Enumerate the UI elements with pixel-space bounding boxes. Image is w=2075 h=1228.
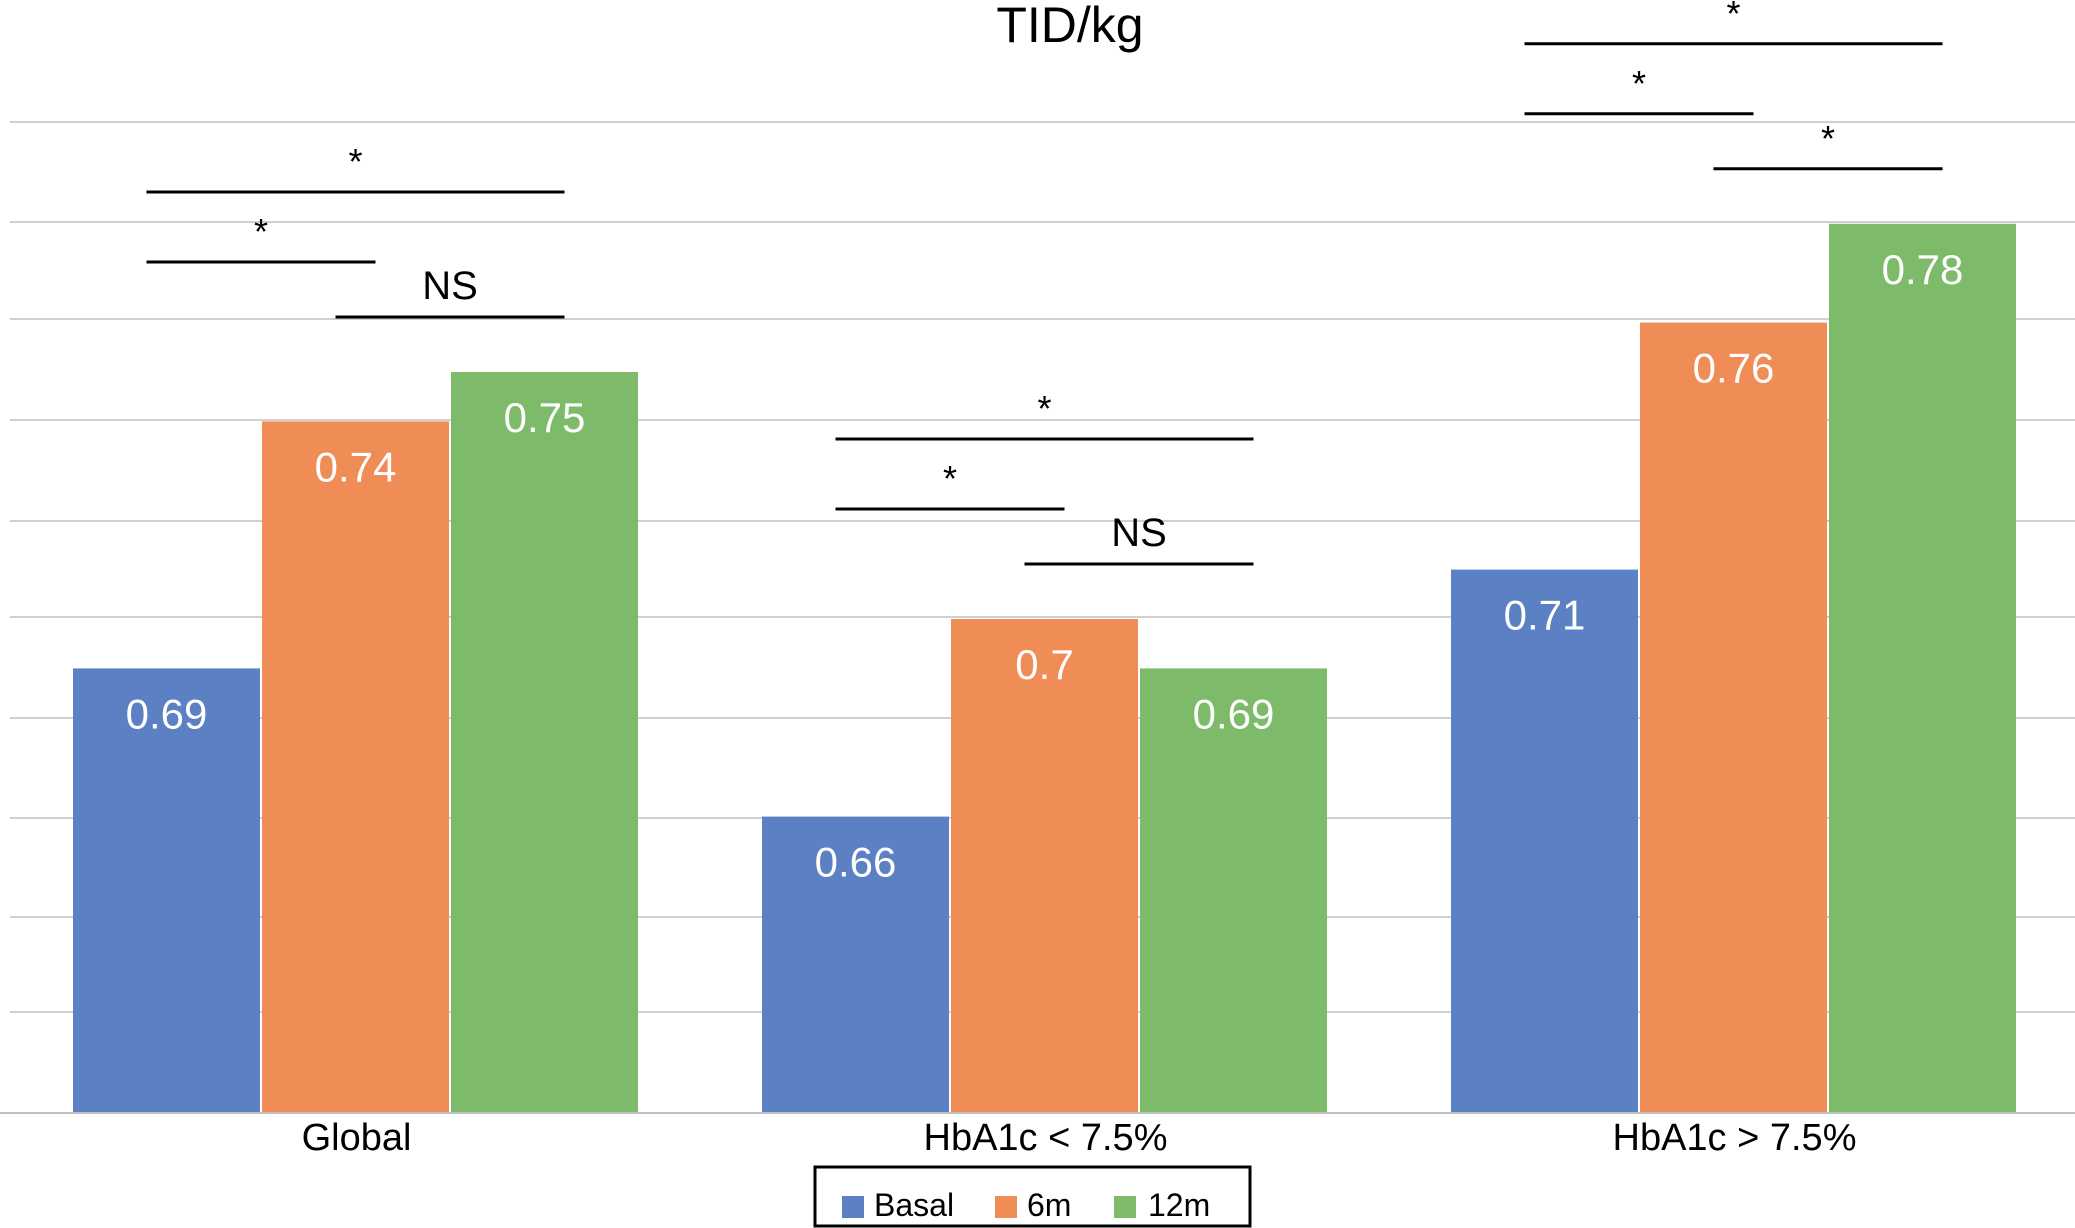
bar-12m-0 [451, 372, 638, 1113]
significance-label: NS [1111, 511, 1167, 555]
data-label-6m-0: 0.74 [315, 443, 397, 490]
data-label-12m-2: 0.78 [1882, 246, 1964, 293]
legend-swatch-12m [1114, 1196, 1136, 1218]
data-label-6m-1: 0.7 [1015, 641, 1073, 688]
legend-label-6m: 6m [1027, 1187, 1071, 1223]
data-label-6m-2: 0.76 [1693, 345, 1775, 392]
bar-12m-1 [1140, 668, 1327, 1113]
significance-annotations: * * NS * * NS * * * [146, 0, 1943, 566]
bar-6m-0 [262, 421, 449, 1113]
bar-12m-2 [1829, 223, 2016, 1114]
significance-label: * [348, 141, 362, 182]
bar-basal-2 [1451, 569, 1638, 1113]
significance-label: * [1632, 63, 1646, 104]
data-label-12m-0: 0.75 [504, 394, 586, 441]
data-label-basal-2: 0.71 [1504, 592, 1586, 639]
category-label-0: Global [302, 1117, 412, 1159]
legend-box [813, 1165, 1252, 1228]
category-label-1: HbA1c < 7.5% [924, 1117, 1168, 1159]
legend-label-basal: Basal [874, 1187, 954, 1223]
significance-label: * [1726, 0, 1740, 34]
legend-swatch-6m [995, 1196, 1017, 1218]
data-label-12m-1: 0.69 [1193, 690, 1275, 737]
data-labels: 0.69 0.66 0.71 0.74 0.7 0.76 0.75 0.69 0.78 [126, 246, 1964, 886]
bar-6m-2 [1640, 322, 1827, 1114]
significance-label: * [1037, 388, 1051, 429]
data-label-basal-0: 0.69 [126, 690, 208, 737]
bar-6m-1 [951, 619, 1138, 1113]
bar-basal-1 [762, 816, 949, 1113]
legend-label-12m: 12m [1148, 1187, 1210, 1223]
category-labels: Global HbA1c < 7.5% HbA1c > 7.5% [302, 1117, 1857, 1159]
bars [73, 223, 2016, 1114]
significance-label: * [254, 211, 268, 252]
significance-label: * [943, 458, 957, 499]
bar-basal-0 [73, 668, 260, 1113]
legend: Basal 6m 12m [813, 1165, 1252, 1228]
chart-title: TID/kg [996, 0, 1143, 53]
legend-swatch-basal [842, 1196, 864, 1218]
significance-label: NS [422, 264, 478, 308]
category-label-2: HbA1c > 7.5% [1613, 1117, 1857, 1159]
data-label-basal-1: 0.66 [815, 839, 897, 886]
significance-label: * [1821, 118, 1835, 159]
